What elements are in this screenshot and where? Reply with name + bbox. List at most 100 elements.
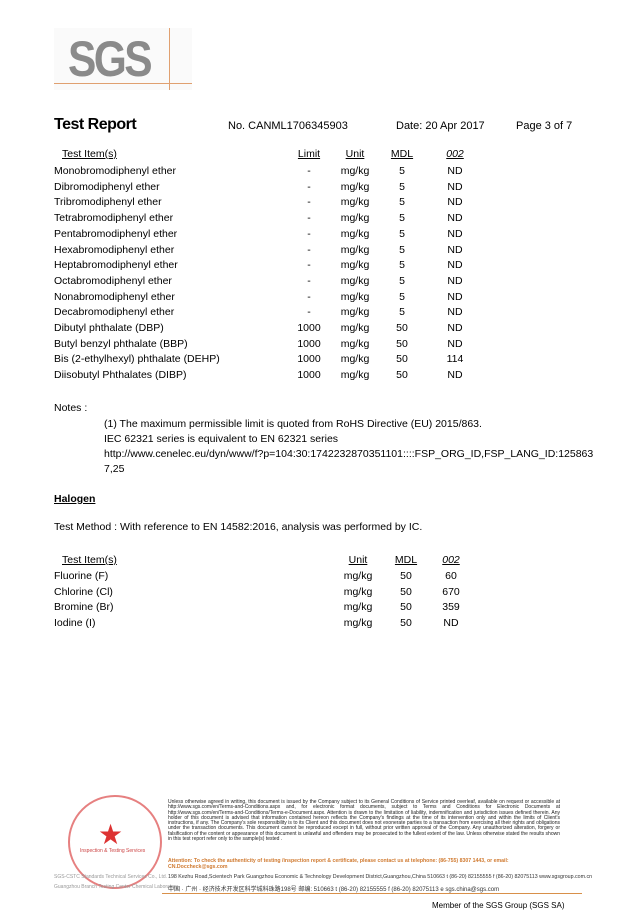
table-cell: mg/kg bbox=[343, 601, 373, 614]
column-header: Unit bbox=[345, 148, 365, 160]
test-item: Dibromodiphenyl ether bbox=[54, 180, 160, 193]
table-cell: 50 bbox=[396, 322, 408, 334]
table-cell: ND bbox=[447, 259, 463, 272]
table-cell: - bbox=[307, 274, 311, 287]
table-cell: 5 bbox=[399, 274, 405, 287]
footer-divider bbox=[162, 893, 582, 894]
table-cell: - bbox=[307, 227, 311, 240]
column-header: Unit bbox=[348, 554, 368, 566]
table-cell: mg/kg bbox=[343, 570, 373, 582]
page-number: Page 3 of 7 bbox=[516, 120, 573, 132]
note-line: 7,25 bbox=[104, 463, 125, 475]
table-cell: 50 bbox=[400, 617, 412, 630]
page-title: Test Report bbox=[54, 116, 137, 133]
report-number: No. CANML1706345903 bbox=[228, 120, 348, 132]
table-cell: 50 bbox=[400, 601, 412, 614]
table-cell: 5 bbox=[399, 180, 405, 193]
table-cell: 5 bbox=[399, 196, 405, 209]
table-cell: - bbox=[307, 259, 311, 272]
test-item: Bromine (Br) bbox=[54, 601, 114, 614]
test-item: Fluorine (F) bbox=[54, 570, 109, 582]
table-cell: ND bbox=[447, 196, 463, 209]
column-header: 002 bbox=[446, 148, 464, 160]
table-cell: 50 bbox=[400, 570, 412, 582]
table-cell: - bbox=[307, 180, 311, 193]
table-cell: 50 bbox=[400, 585, 412, 598]
table-cell: 114 bbox=[446, 353, 464, 366]
address-english: 198 Kezhu Road,Scientech Park Guangzhou … bbox=[168, 874, 593, 880]
test-method: Test Method : With reference to EN 14582… bbox=[54, 521, 423, 533]
column-header: MDL bbox=[394, 554, 418, 566]
table-cell: ND bbox=[447, 369, 463, 382]
table-cell: 1000 bbox=[297, 369, 321, 382]
table-cell: mg/kg bbox=[340, 259, 370, 272]
table-cell: 5 bbox=[399, 227, 405, 240]
halogen-heading: Halogen bbox=[54, 493, 96, 505]
table-cell: - bbox=[307, 290, 311, 303]
table-cell: ND bbox=[447, 290, 463, 303]
table-cell: ND bbox=[443, 617, 459, 630]
table-cell: 359 bbox=[442, 601, 460, 614]
table-cell: - bbox=[307, 306, 311, 319]
star-icon: ★ bbox=[98, 819, 124, 850]
table-cell: - bbox=[307, 212, 311, 225]
table-cell: 50 bbox=[396, 353, 408, 366]
test-item: Diisobutyl Phthalates (DIBP) bbox=[54, 369, 187, 382]
test-item: Hexabromodiphenyl ether bbox=[54, 243, 175, 256]
table-cell: mg/kg bbox=[340, 196, 370, 209]
authenticity-notice: Attention: To check the authenticity of … bbox=[168, 858, 509, 870]
table-cell: mg/kg bbox=[340, 165, 370, 177]
table-cell: mg/kg bbox=[340, 243, 370, 256]
test-item: Dibutyl phthalate (DBP) bbox=[54, 322, 164, 334]
table-cell: mg/kg bbox=[340, 290, 370, 303]
table-cell: 5 bbox=[399, 306, 405, 319]
table-cell: 50 bbox=[396, 369, 408, 382]
test-item: Heptabromodiphenyl ether bbox=[54, 259, 178, 272]
table-cell: mg/kg bbox=[340, 227, 370, 240]
notes-label: Notes : bbox=[54, 402, 88, 414]
table-cell: mg/kg bbox=[343, 617, 373, 630]
table-cell: mg/kg bbox=[340, 274, 370, 287]
test-item: Octabromodiphenyl ether bbox=[54, 274, 172, 287]
table-cell: 50 bbox=[396, 337, 408, 350]
note-line: (1) The maximum permissible limit is quo… bbox=[104, 418, 482, 430]
test-item: Monobromodiphenyl ether bbox=[54, 165, 176, 177]
member-text: Member of the SGS Group (SGS SA) bbox=[432, 901, 565, 910]
address-chinese: 中国 · 广州 · 经济技术开发区科学城科珠路198号 邮编: 510663 t… bbox=[168, 887, 500, 893]
test-item: Bis (2-ethylhexyl) phthalate (DEHP) bbox=[54, 353, 220, 366]
test-item: Butyl benzyl phthalate (BBP) bbox=[54, 337, 188, 350]
test-item: Tribromodiphenyl ether bbox=[54, 196, 162, 209]
table-cell: mg/kg bbox=[340, 306, 370, 319]
table-cell: - bbox=[307, 243, 311, 256]
sgs-logo: SGS bbox=[54, 28, 192, 90]
table-cell: 5 bbox=[399, 243, 405, 256]
stamp-seal bbox=[68, 795, 162, 889]
column-header: MDL bbox=[390, 148, 414, 160]
column-header: Test Item(s) bbox=[62, 554, 117, 566]
table-cell: 670 bbox=[442, 585, 460, 598]
table-cell: 5 bbox=[399, 165, 405, 177]
table-cell: mg/kg bbox=[340, 212, 370, 225]
disclaimer: Unless otherwise agreed in writing, this… bbox=[168, 799, 560, 843]
table-cell: mg/kg bbox=[340, 353, 370, 366]
table-cell: ND bbox=[447, 180, 463, 193]
table-cell: ND bbox=[447, 274, 463, 287]
table-cell: 1000 bbox=[297, 353, 321, 366]
note-line: IEC 62321 series is equivalent to EN 623… bbox=[104, 433, 339, 445]
test-item: Nonabromodiphenyl ether bbox=[54, 290, 175, 303]
table-cell: ND bbox=[447, 243, 463, 256]
table-cell: ND bbox=[447, 322, 463, 334]
test-item: Tetrabromodiphenyl ether bbox=[54, 212, 174, 225]
column-header: Limit bbox=[297, 148, 321, 160]
table-cell: ND bbox=[447, 165, 463, 177]
table-cell: 1000 bbox=[297, 322, 321, 334]
note-link[interactable]: http://www.cenelec.eu/dyn/www/f?p=104:30… bbox=[104, 448, 594, 460]
table-cell: 1000 bbox=[297, 337, 321, 350]
column-header: Test Item(s) bbox=[62, 148, 117, 160]
table-cell: - bbox=[307, 196, 311, 209]
table-cell: ND bbox=[447, 227, 463, 240]
table-cell: 5 bbox=[399, 212, 405, 225]
table-cell: mg/kg bbox=[343, 585, 373, 598]
table-cell: mg/kg bbox=[340, 180, 370, 193]
